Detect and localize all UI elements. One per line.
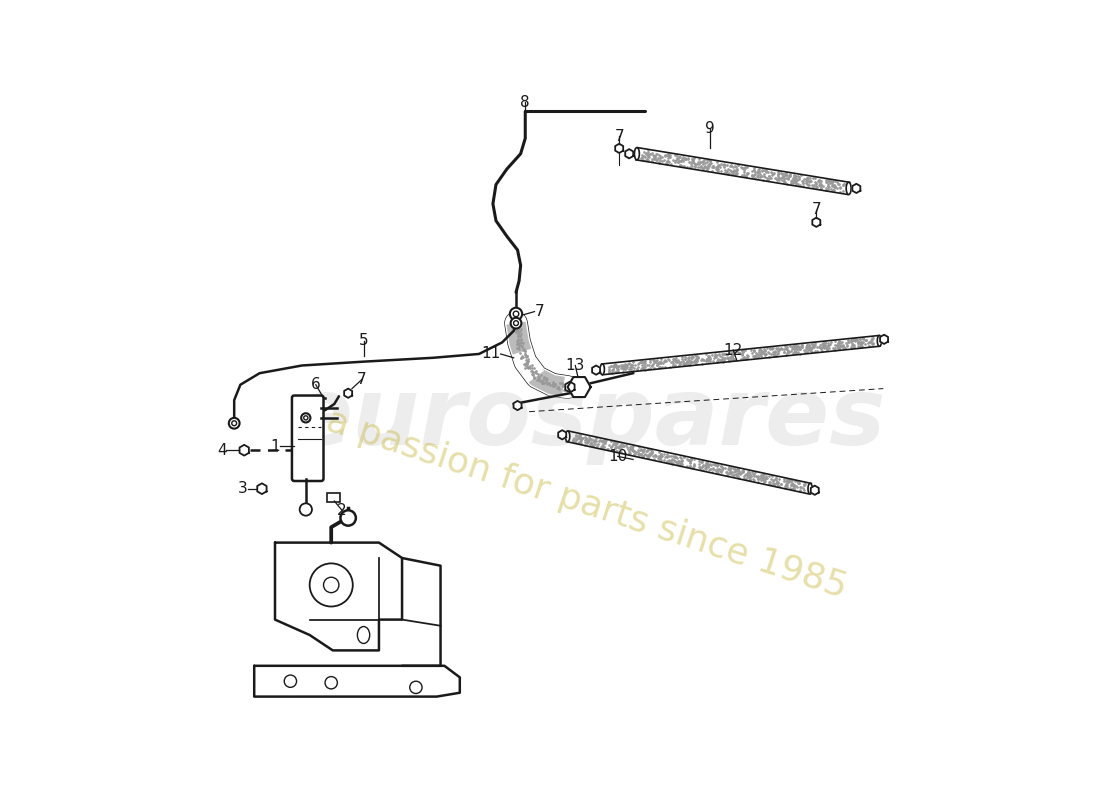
Text: 11: 11 [482, 346, 500, 362]
Bar [327, 493, 341, 502]
Polygon shape [558, 430, 566, 439]
Circle shape [409, 682, 422, 694]
Polygon shape [880, 334, 888, 344]
Text: 7: 7 [358, 372, 366, 387]
Polygon shape [514, 401, 521, 410]
Text: 3: 3 [239, 481, 249, 496]
Circle shape [326, 677, 338, 689]
Ellipse shape [846, 182, 851, 194]
Polygon shape [615, 144, 624, 153]
Ellipse shape [565, 431, 570, 442]
Circle shape [229, 418, 240, 429]
Polygon shape [811, 486, 818, 495]
Polygon shape [625, 149, 634, 158]
Circle shape [310, 563, 353, 606]
Circle shape [509, 308, 522, 320]
Text: 4: 4 [217, 442, 227, 458]
Polygon shape [852, 184, 860, 193]
Ellipse shape [601, 364, 604, 374]
Text: 12: 12 [724, 342, 743, 358]
Circle shape [323, 578, 339, 593]
Ellipse shape [358, 626, 370, 643]
Text: 8: 8 [520, 94, 530, 110]
Polygon shape [568, 377, 591, 397]
Text: 10: 10 [608, 449, 627, 464]
Circle shape [514, 311, 519, 317]
FancyBboxPatch shape [292, 395, 323, 481]
Circle shape [284, 675, 297, 687]
Circle shape [514, 321, 518, 326]
Ellipse shape [878, 335, 881, 346]
Circle shape [232, 421, 236, 426]
Circle shape [304, 416, 308, 420]
Text: 13: 13 [565, 358, 585, 373]
Text: 5: 5 [359, 334, 369, 348]
Ellipse shape [808, 483, 812, 494]
Text: 9: 9 [705, 121, 715, 136]
Text: 7: 7 [535, 304, 544, 319]
Polygon shape [275, 542, 403, 650]
Polygon shape [254, 666, 460, 697]
Text: 6: 6 [311, 378, 321, 392]
Polygon shape [592, 366, 601, 374]
Text: eurospares: eurospares [288, 374, 886, 466]
Text: 7: 7 [812, 202, 821, 218]
Text: 7: 7 [615, 129, 624, 143]
Circle shape [301, 414, 310, 422]
Polygon shape [240, 445, 249, 455]
Text: 2: 2 [338, 502, 346, 518]
Polygon shape [257, 483, 266, 494]
Ellipse shape [635, 147, 639, 160]
Text: 1: 1 [271, 439, 281, 454]
Polygon shape [344, 389, 352, 398]
Circle shape [510, 318, 521, 329]
Polygon shape [812, 218, 821, 227]
Circle shape [341, 510, 355, 526]
Circle shape [299, 503, 312, 516]
Text: a passion for parts since 1985: a passion for parts since 1985 [322, 404, 851, 605]
Polygon shape [565, 382, 574, 393]
